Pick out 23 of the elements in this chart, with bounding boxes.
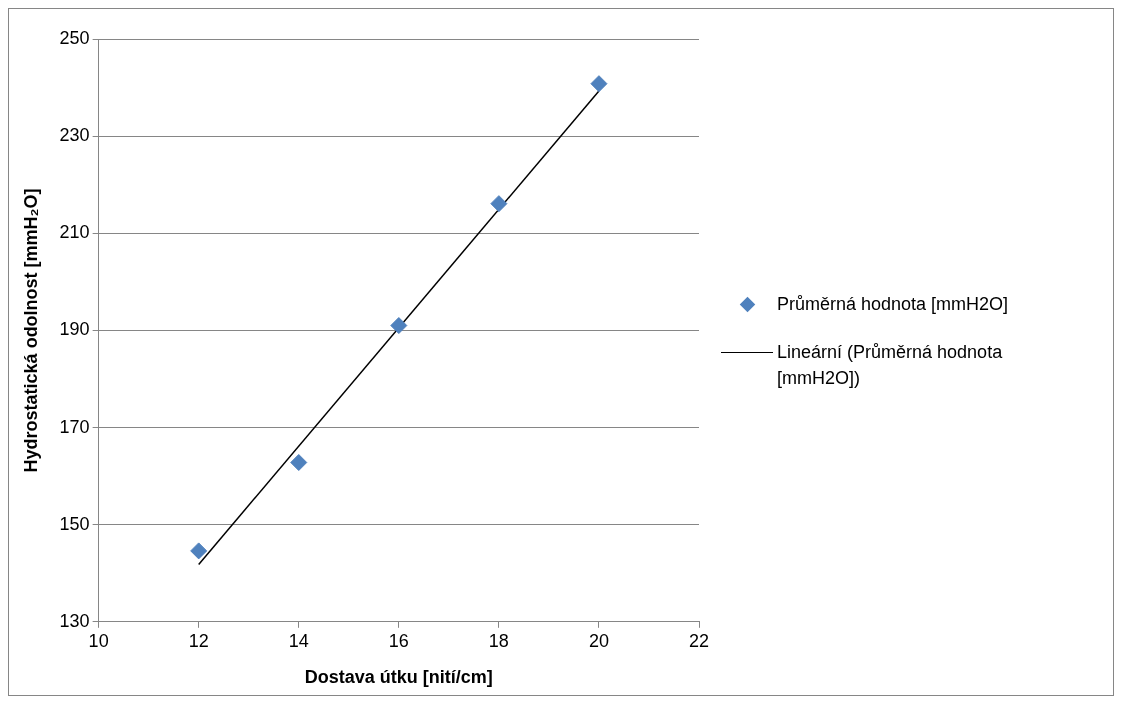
x-tick-label: 20 — [588, 630, 609, 651]
y-tick-label: 230 — [59, 125, 90, 146]
point — [590, 75, 608, 93]
point — [390, 317, 408, 335]
x-tick-label: 18 — [488, 630, 509, 651]
legend-label: Lineární (Průměrná hodnota [mmH2O]) — [776, 341, 1004, 390]
y-tick-label: 130 — [59, 610, 90, 631]
point — [190, 542, 208, 560]
x-axis-title: Dostava útku [nití/cm] — [304, 667, 493, 688]
y-axis-title: Hydrostatická odolnost [mmH₂O] — [20, 188, 41, 473]
x-tick-label: 16 — [388, 630, 409, 651]
y-tick-label: 150 — [59, 513, 90, 534]
legend-label: Průměrná hodnota [mmH2O] — [776, 293, 1010, 316]
y-tick-label: 210 — [59, 222, 90, 243]
x-tick-label: 14 — [288, 630, 309, 651]
x-tick-label: 10 — [88, 630, 109, 651]
y-tick-label: 170 — [59, 416, 90, 437]
point — [490, 195, 508, 213]
y-tick-label: 190 — [59, 319, 90, 340]
point — [290, 454, 308, 471]
x-tick-label: 22 — [688, 630, 710, 651]
y-tick-label: 250 — [59, 27, 90, 48]
x-tick-label: 12 — [188, 630, 209, 651]
